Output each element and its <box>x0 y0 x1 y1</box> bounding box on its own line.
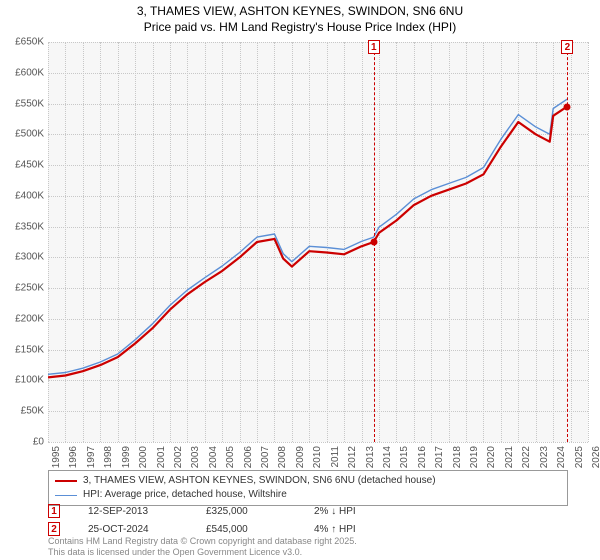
event-dot <box>564 103 571 110</box>
event-date: 25-OCT-2024 <box>88 524 178 535</box>
event-line <box>567 42 568 442</box>
y-axis-label: £550K <box>15 98 44 109</box>
event-price: £545,000 <box>206 524 286 535</box>
x-axis-label: 1996 <box>68 446 79 468</box>
x-axis-label: 2018 <box>452 446 463 468</box>
gridline-h <box>48 442 588 443</box>
x-axis-label: 2008 <box>277 446 288 468</box>
title-line1: 3, THAMES VIEW, ASHTON KEYNES, SWINDON, … <box>0 4 600 20</box>
event-price: £325,000 <box>206 506 286 517</box>
y-axis-label: £600K <box>15 67 44 78</box>
x-axis-label: 2011 <box>330 446 341 468</box>
legend: 3, THAMES VIEW, ASHTON KEYNES, SWINDON, … <box>48 470 568 506</box>
footer-line1: Contains HM Land Registry data © Crown c… <box>48 536 357 547</box>
y-axis-label: £150K <box>15 344 44 355</box>
x-axis-label: 1998 <box>103 446 114 468</box>
x-axis-label: 2004 <box>208 446 219 468</box>
y-axis-label: £250K <box>15 283 44 294</box>
chart-container: 3, THAMES VIEW, ASHTON KEYNES, SWINDON, … <box>0 0 600 560</box>
y-axis-label: £400K <box>15 190 44 201</box>
x-axis-label: 2000 <box>138 446 149 468</box>
title-block: 3, THAMES VIEW, ASHTON KEYNES, SWINDON, … <box>0 0 600 35</box>
x-axis-label: 2021 <box>504 446 515 468</box>
y-axis-label: £650K <box>15 37 44 48</box>
legend-item-price: 3, THAMES VIEW, ASHTON KEYNES, SWINDON, … <box>55 474 561 488</box>
chart-lines <box>48 42 588 442</box>
x-axis-label: 2003 <box>190 446 201 468</box>
y-axis-label: £0 <box>33 437 44 448</box>
x-axis-label: 2007 <box>260 446 271 468</box>
x-axis-label: 2019 <box>469 446 480 468</box>
x-axis-label: 2025 <box>574 446 585 468</box>
x-axis-label: 1999 <box>121 446 132 468</box>
legend-swatch <box>55 480 77 482</box>
legend-label: HPI: Average price, detached house, Wilt… <box>83 488 287 502</box>
footer-line2: This data is licensed under the Open Gov… <box>48 547 357 558</box>
footer: Contains HM Land Registry data © Crown c… <box>48 536 357 558</box>
x-axis-label: 2014 <box>382 446 393 468</box>
x-axis-label: 2024 <box>556 446 567 468</box>
gridline-v <box>588 42 589 442</box>
event-marker-icon: 2 <box>48 522 60 536</box>
x-axis-label: 2001 <box>156 446 167 468</box>
x-axis-label: 2002 <box>173 446 184 468</box>
y-axis-label: £100K <box>15 375 44 386</box>
x-axis-label: 2016 <box>417 446 428 468</box>
series-price_paid <box>48 107 567 378</box>
x-axis-label: 2005 <box>225 446 236 468</box>
x-axis-label: 2015 <box>399 446 410 468</box>
event-delta: 4% ↑ HPI <box>314 524 394 535</box>
legend-item-hpi: HPI: Average price, detached house, Wilt… <box>55 488 561 502</box>
title-line2: Price paid vs. HM Land Registry's House … <box>0 20 600 36</box>
x-axis-label: 2023 <box>539 446 550 468</box>
legend-swatch <box>55 495 77 496</box>
y-axis-label: £500K <box>15 129 44 140</box>
event-marker-icon: 1 <box>48 504 60 518</box>
x-axis-label: 2026 <box>591 446 600 468</box>
y-axis-label: £300K <box>15 252 44 263</box>
series-hpi <box>48 99 567 374</box>
x-axis-label: 2010 <box>312 446 323 468</box>
legend-label: 3, THAMES VIEW, ASHTON KEYNES, SWINDON, … <box>83 474 436 488</box>
chart-area: 12 £0£50K£100K£150K£200K£250K£300K£350K£… <box>48 42 588 442</box>
x-axis-label: 1997 <box>86 446 97 468</box>
x-axis-label: 2020 <box>486 446 497 468</box>
event-marker: 1 <box>368 40 380 54</box>
x-axis-label: 2012 <box>347 446 358 468</box>
x-axis-label: 2017 <box>434 446 445 468</box>
x-axis-label: 1995 <box>51 446 62 468</box>
x-axis-label: 2013 <box>365 446 376 468</box>
event-dot <box>370 239 377 246</box>
x-axis-label: 2022 <box>521 446 532 468</box>
x-axis-label: 2006 <box>243 446 254 468</box>
y-axis-label: £350K <box>15 221 44 232</box>
event-delta: 2% ↓ HPI <box>314 506 394 517</box>
event-row: 1 12-SEP-2013 £325,000 2% ↓ HPI <box>48 502 568 520</box>
y-axis-label: £50K <box>21 406 44 417</box>
y-axis-label: £200K <box>15 313 44 324</box>
event-date: 12-SEP-2013 <box>88 506 178 517</box>
event-marker: 2 <box>561 40 573 54</box>
y-axis-label: £450K <box>15 160 44 171</box>
events-table: 1 12-SEP-2013 £325,000 2% ↓ HPI 2 25-OCT… <box>48 502 568 538</box>
x-axis-label: 2009 <box>295 446 306 468</box>
